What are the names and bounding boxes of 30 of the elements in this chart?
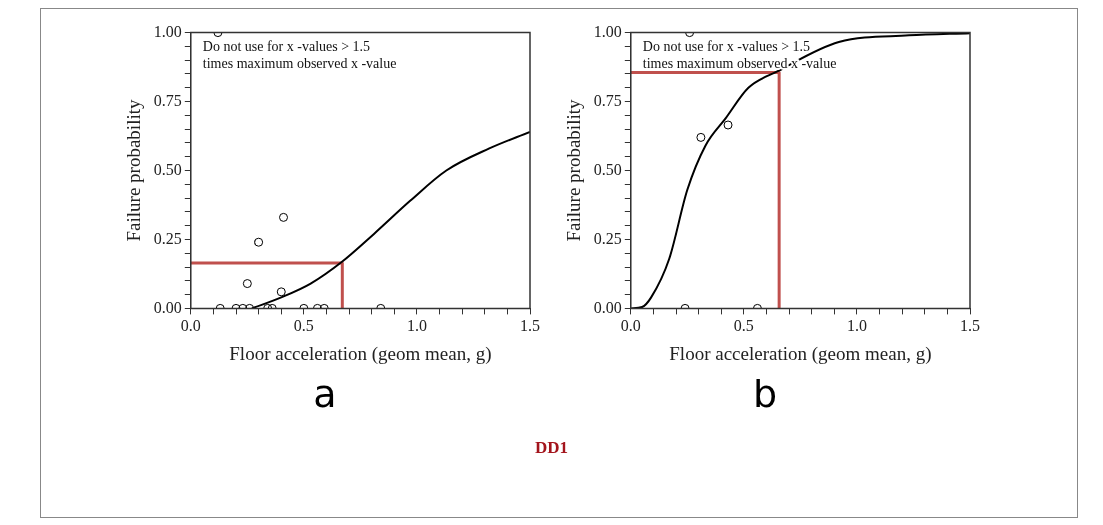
x-tick-label: 0.0	[620, 317, 641, 335]
y-tick-label: 0.25	[153, 229, 182, 247]
y-tick-label: 1.00	[153, 22, 182, 40]
x-axis-title: Floor acceleration (geom mean, g)	[669, 342, 932, 365]
x-tick-label: 0.5	[733, 317, 754, 335]
y-axis-title: Failure probability	[563, 99, 585, 242]
x-tick-label: 1.5	[520, 317, 540, 335]
y-tick-label: 1.00	[593, 22, 622, 40]
point	[254, 237, 264, 247]
y-tick-label: 0.00	[153, 298, 182, 316]
y-tick-label: 0.00	[593, 298, 622, 316]
y-tick-label: 0.75	[153, 91, 182, 109]
text: b	[752, 372, 778, 417]
x-tick-label: 1.0	[406, 317, 427, 335]
text: a	[313, 372, 337, 417]
x-tick-label: 0.5	[293, 317, 314, 335]
point	[723, 120, 733, 130]
y-tick-label: 0.50	[593, 160, 622, 178]
y-tick-label: 0.25	[593, 229, 622, 247]
text: DD1	[533, 438, 570, 458]
x-tick-label: 1.0	[846, 317, 867, 335]
x-tick-label: 1.5	[960, 317, 980, 335]
x-axis-title: Floor acceleration (geom mean, g)	[229, 342, 492, 365]
y-tick-label: 0.75	[593, 91, 622, 109]
point	[279, 212, 289, 222]
x-tick-label: 0.0	[180, 317, 201, 335]
point	[696, 132, 706, 142]
annotation: Do not use for x -values > 1.5 times maximum observed x -value	[202, 38, 397, 71]
y-tick-label: 0.50	[153, 160, 182, 178]
y-axis-title: Failure probability	[123, 99, 145, 242]
